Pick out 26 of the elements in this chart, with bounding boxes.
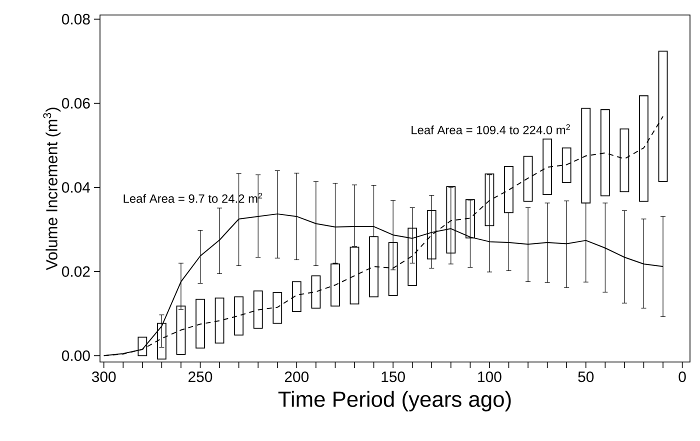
y-tick-label: 0.08	[62, 14, 90, 24]
x-tick-label: 200	[284, 372, 309, 382]
bar	[292, 281, 302, 312]
y-axis-title: Volume Increment (m$^{3}$)	[43, 108, 61, 270]
bar	[562, 147, 572, 183]
x-tick-label: 300	[92, 372, 116, 382]
bar	[214, 298, 224, 344]
x-tick-label: 0	[678, 372, 686, 382]
x-tick-label: 150	[382, 372, 405, 382]
x-tick-label: 250	[188, 372, 212, 382]
bar	[272, 292, 282, 324]
bar	[620, 128, 630, 192]
y-tick-label: 0.00	[62, 350, 90, 361]
bar	[253, 290, 263, 329]
bar	[234, 296, 244, 336]
x-axis-title: Time Period (years ago)	[278, 390, 511, 412]
text: Leaf Area = 109.4 to 224.0 m$^{2}$	[412, 124, 570, 134]
bar	[311, 275, 321, 309]
y-tick-label: 0.04	[62, 182, 90, 193]
y-tick-label: 0.06	[62, 98, 90, 109]
bar	[542, 138, 552, 196]
x-tick-label: 50	[578, 372, 594, 382]
bar	[196, 298, 205, 349]
x-tick-label: 100	[478, 372, 502, 382]
y-tick-label: 0.02	[62, 266, 90, 277]
bar	[523, 156, 533, 202]
